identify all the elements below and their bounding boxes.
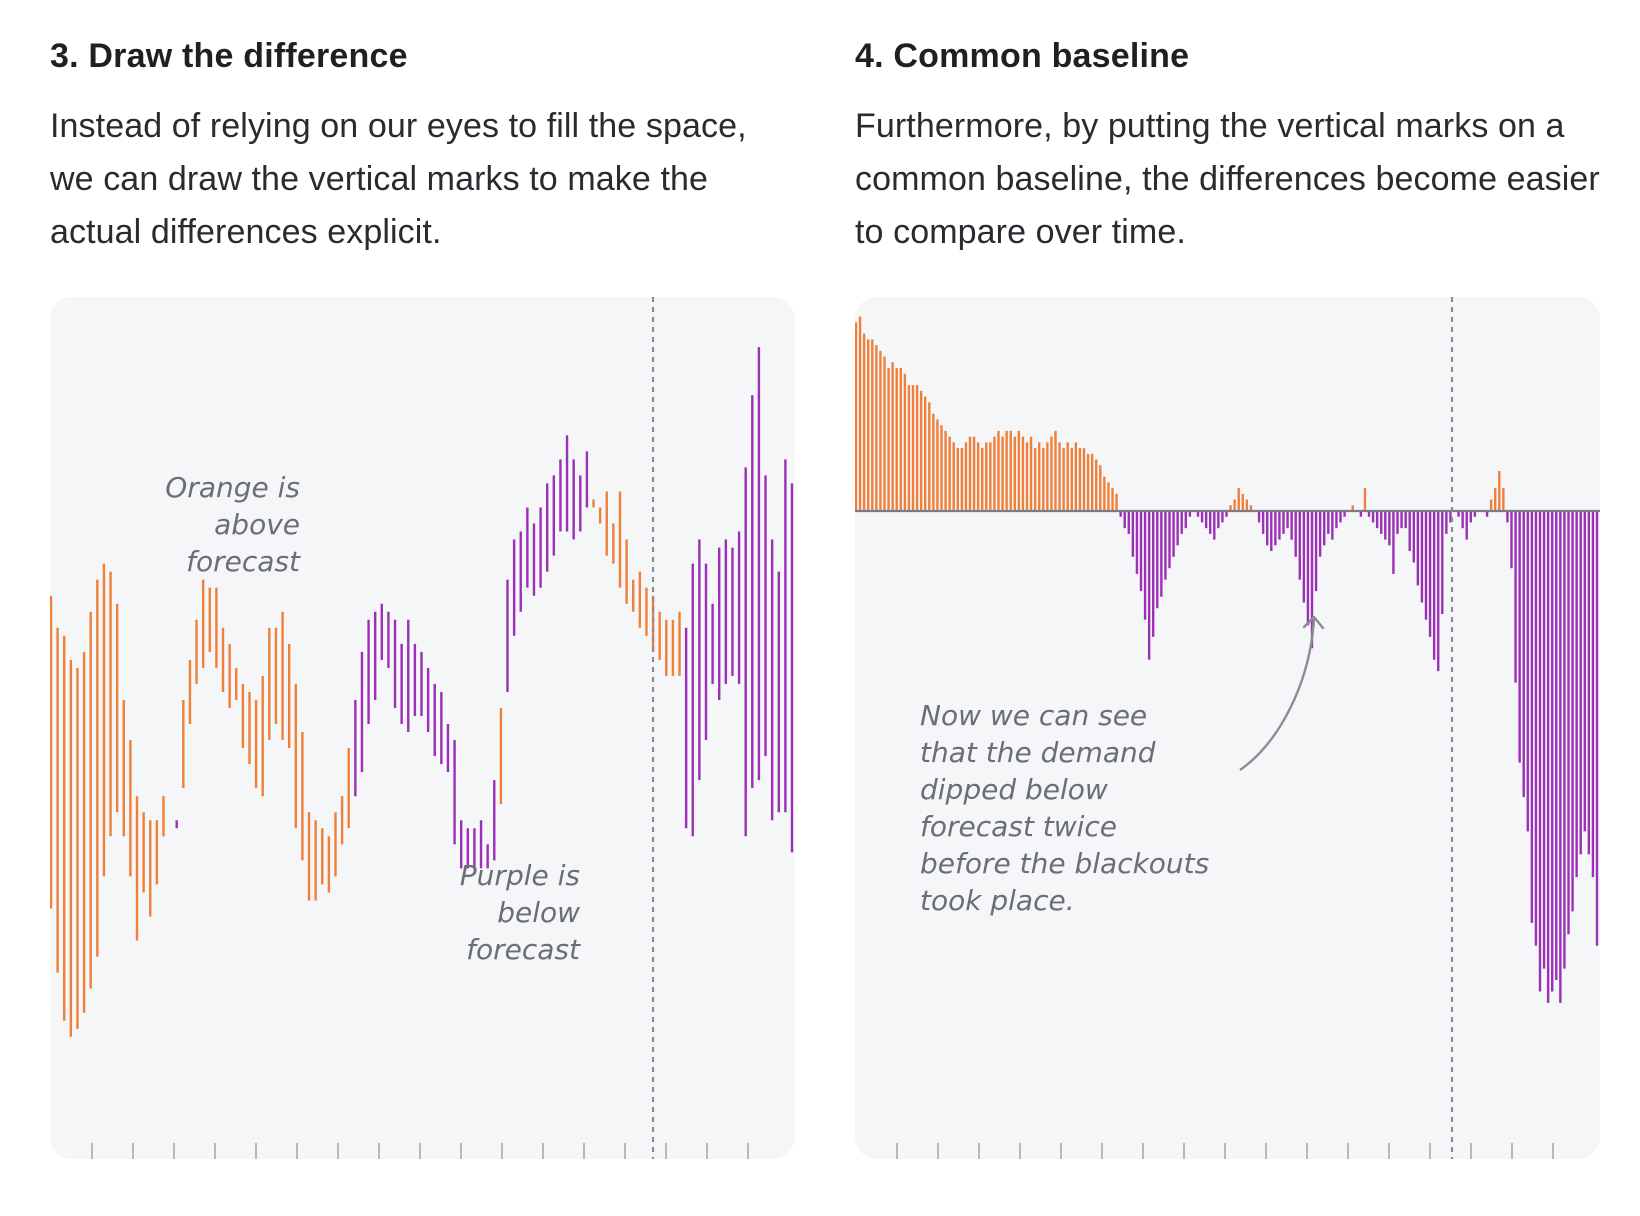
section-4-heading: 4. Common baseline [855, 37, 1190, 75]
section-4-body: Furthermore, by putting the vertical mar… [855, 107, 1600, 251]
orange-above-annotation: Orange is above forecast [165, 471, 300, 578]
section-3: 3. Draw the difference Instead of relyin… [50, 36, 795, 259]
section-4: 4. Common baseline Furthermore, by putti… [855, 36, 1600, 259]
section-3-heading: 3. Draw the difference [50, 37, 408, 75]
difference-chart-svg [50, 297, 794, 1159]
difference-chart: Orange is above forecast Purple is below… [50, 297, 795, 1159]
baseline-chart: Now we can see that the demand dipped be… [855, 297, 1600, 1159]
purple-below-annotation: Purple is below forecast [459, 859, 580, 966]
baseline-chart-svg [855, 297, 1600, 1159]
section-3-body: Instead of relying on our eyes to fill t… [50, 107, 747, 251]
annotation-arrow [1239, 618, 1316, 771]
demand-dip-annotation: Now we can see that the demand dipped be… [920, 699, 1210, 917]
arrow-head-icon [1302, 615, 1325, 630]
